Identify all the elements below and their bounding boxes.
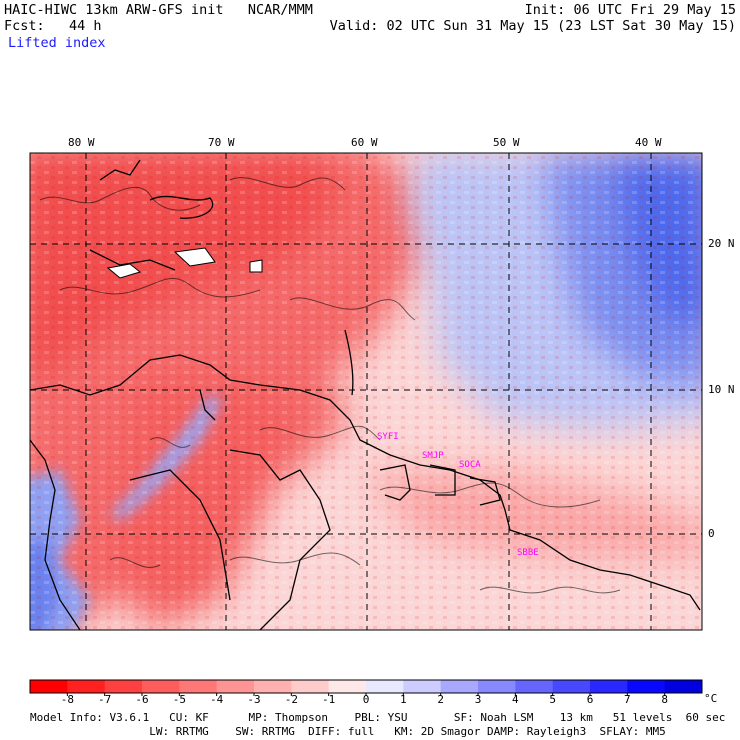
colorbar-tick-label: 4 bbox=[512, 693, 519, 706]
map-field bbox=[30, 153, 702, 630]
forecast-hour: Fcst: 44 h bbox=[4, 18, 102, 34]
colorbar-swatch bbox=[366, 680, 404, 693]
lat-label-0: 0 bbox=[708, 527, 715, 540]
colorbar-tick-label: -8 bbox=[60, 693, 74, 706]
station-syfi: SYFI bbox=[377, 432, 399, 442]
colorbar-swatch bbox=[590, 680, 628, 693]
station-soca: SOCA bbox=[459, 460, 481, 470]
colorbar bbox=[29, 679, 703, 696]
colorbar-swatch bbox=[67, 680, 106, 693]
field-name: Lifted index bbox=[8, 35, 106, 51]
station-sbbe: SBBE bbox=[517, 548, 539, 558]
colorbar-swatch bbox=[515, 680, 554, 693]
lon-label-70w: 70 W bbox=[208, 136, 235, 149]
colorbar-swatch bbox=[627, 680, 666, 693]
colorbar-swatch bbox=[104, 680, 143, 693]
lon-label-40w: 40 W bbox=[635, 136, 662, 149]
lat-label-20n: 20 N bbox=[708, 237, 735, 250]
colorbar-tick-label: -5 bbox=[172, 693, 186, 706]
station-smjp: SMJP bbox=[422, 451, 444, 461]
valid-time: Valid: 02 UTC Sun 31 May 15 (23 LST Sat … bbox=[329, 18, 736, 34]
map-frame bbox=[29, 152, 703, 631]
colorbar-swatch bbox=[328, 680, 367, 693]
colorbar-tick-label: 7 bbox=[624, 693, 631, 706]
colorbar-tick-label: -1 bbox=[322, 693, 336, 706]
colorbar-swatch bbox=[478, 680, 516, 693]
colorbar-swatch bbox=[552, 680, 591, 693]
lon-label-60w: 60 W bbox=[351, 136, 378, 149]
colorbar-swatch bbox=[403, 680, 442, 693]
colorbar-tick-label: 8 bbox=[661, 693, 668, 706]
model-info-line2: LW: RRTMG SW: RRTMG DIFF: full KM: 2D Sm… bbox=[30, 725, 666, 738]
model-info-line1: Model Info: V3.6.1 CU: KF MP: Thompson P… bbox=[30, 711, 726, 724]
colorbar-swatch bbox=[254, 680, 292, 693]
colorbar-tick-label: -2 bbox=[284, 693, 298, 706]
lat-label-10n: 10 N bbox=[708, 383, 735, 396]
colorbar-tick-label: 3 bbox=[474, 693, 482, 706]
colorbar-swatch bbox=[291, 680, 330, 693]
colorbar-swatch bbox=[30, 680, 68, 693]
colorbar-tick-label: -3 bbox=[247, 693, 261, 706]
lon-label-80w: 80 W bbox=[68, 136, 95, 149]
colorbar-swatch bbox=[440, 680, 479, 693]
model-title: HAIC-HIWC 13km ARW-GFS init NCAR/MMM bbox=[4, 2, 313, 18]
colorbar-unit: °C bbox=[704, 692, 718, 705]
lon-label-50w: 50 W bbox=[493, 136, 520, 149]
colorbar-tick-label: -6 bbox=[135, 693, 149, 706]
colorbar-tick-label: 5 bbox=[549, 693, 556, 706]
colorbar-tick-label: 2 bbox=[437, 693, 444, 706]
init-time: Init: 06 UTC Fri 29 May 15 bbox=[524, 2, 736, 18]
colorbar-tick-label: 1 bbox=[400, 693, 407, 706]
colorbar-tick-label: -7 bbox=[98, 693, 112, 706]
colorbar-tick-label: -4 bbox=[210, 693, 224, 706]
colorbar-swatch bbox=[142, 680, 180, 693]
colorbar-swatch bbox=[664, 680, 703, 693]
colorbar-tick-label: 0 bbox=[362, 693, 370, 706]
colorbar-swatch bbox=[179, 680, 218, 693]
colorbar-tick-label: 6 bbox=[586, 693, 594, 706]
colorbar-swatch bbox=[216, 680, 255, 693]
